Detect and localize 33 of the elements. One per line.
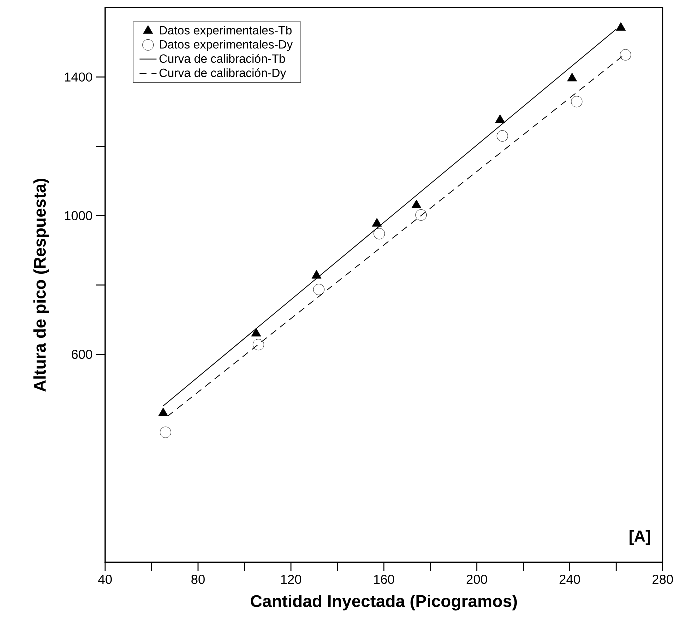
y-tick-label: 1400	[65, 72, 92, 82]
point	[495, 114, 506, 124]
point	[571, 96, 583, 108]
legend-label: Datos experimentales-Tb	[160, 26, 292, 38]
x-tick-label: 40	[98, 574, 112, 584]
point	[372, 218, 382, 227]
legend-label: Curva de calibración-Tb	[160, 54, 286, 64]
x-tick-label: 280	[652, 574, 674, 584]
point	[160, 426, 172, 438]
x-tick-label: 200	[466, 574, 488, 584]
x-tick-label: 240	[560, 574, 580, 584]
point	[251, 328, 262, 337]
point	[416, 210, 427, 221]
point	[158, 408, 168, 416]
y-tick-label: 600	[72, 350, 92, 360]
point	[616, 22, 626, 31]
point	[312, 270, 322, 279]
point	[496, 130, 508, 142]
legend-label: Curva de calibración-Dy	[160, 68, 286, 80]
x-tick-label: 160	[374, 574, 394, 584]
y-axis-title: Altura de pico (Respuesta)	[34, 179, 50, 392]
point	[567, 72, 578, 82]
x-axis-title: Cantidad Inyectada (Picogramos)	[251, 594, 518, 611]
y-tick-label: 1000	[65, 211, 92, 220]
x-tick-label: 120	[281, 574, 302, 584]
x-tick-label: 80	[192, 574, 205, 584]
point	[620, 49, 632, 61]
legend-label: Datos experimentales-Dy	[160, 40, 293, 52]
point	[313, 284, 325, 296]
annotation: [A]	[630, 530, 650, 546]
point	[253, 339, 264, 350]
point	[374, 228, 386, 240]
point	[412, 200, 422, 208]
